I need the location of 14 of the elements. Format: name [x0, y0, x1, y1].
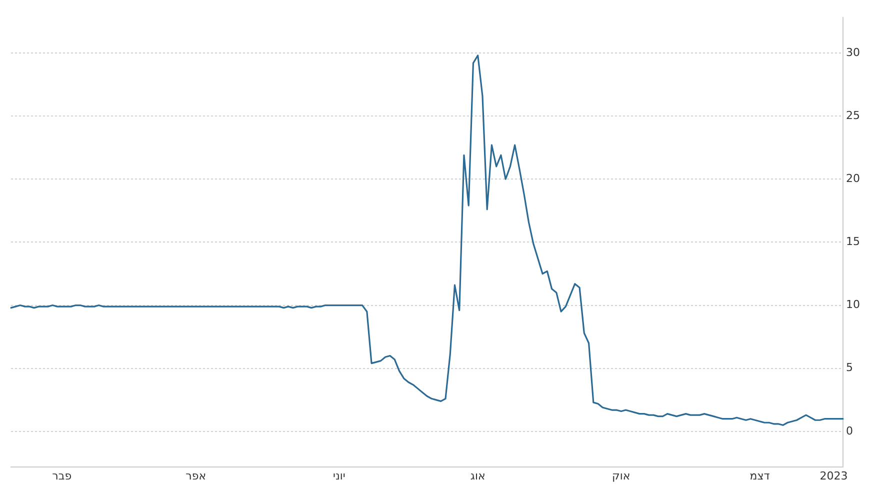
- y-tick-label: 5: [846, 361, 854, 374]
- y-tick-label: 0: [846, 424, 854, 438]
- x-tick-label: פבר: [52, 469, 72, 482]
- x-tick-label: 2023: [820, 469, 848, 482]
- x-tick-label: אוק: [612, 469, 630, 482]
- x-tick-label: יוני: [333, 469, 346, 482]
- x-tick-label: דצמ: [750, 469, 770, 482]
- y-tick-label: 25: [846, 108, 860, 122]
- x-tick-label: אוג: [470, 469, 486, 482]
- y-tick-label: 15: [846, 235, 860, 248]
- y-tick-label: 30: [846, 46, 860, 59]
- x-tick-label: אפר: [186, 469, 206, 482]
- y-tick-label: 20: [846, 172, 860, 185]
- y-tick-label: 10: [846, 298, 860, 312]
